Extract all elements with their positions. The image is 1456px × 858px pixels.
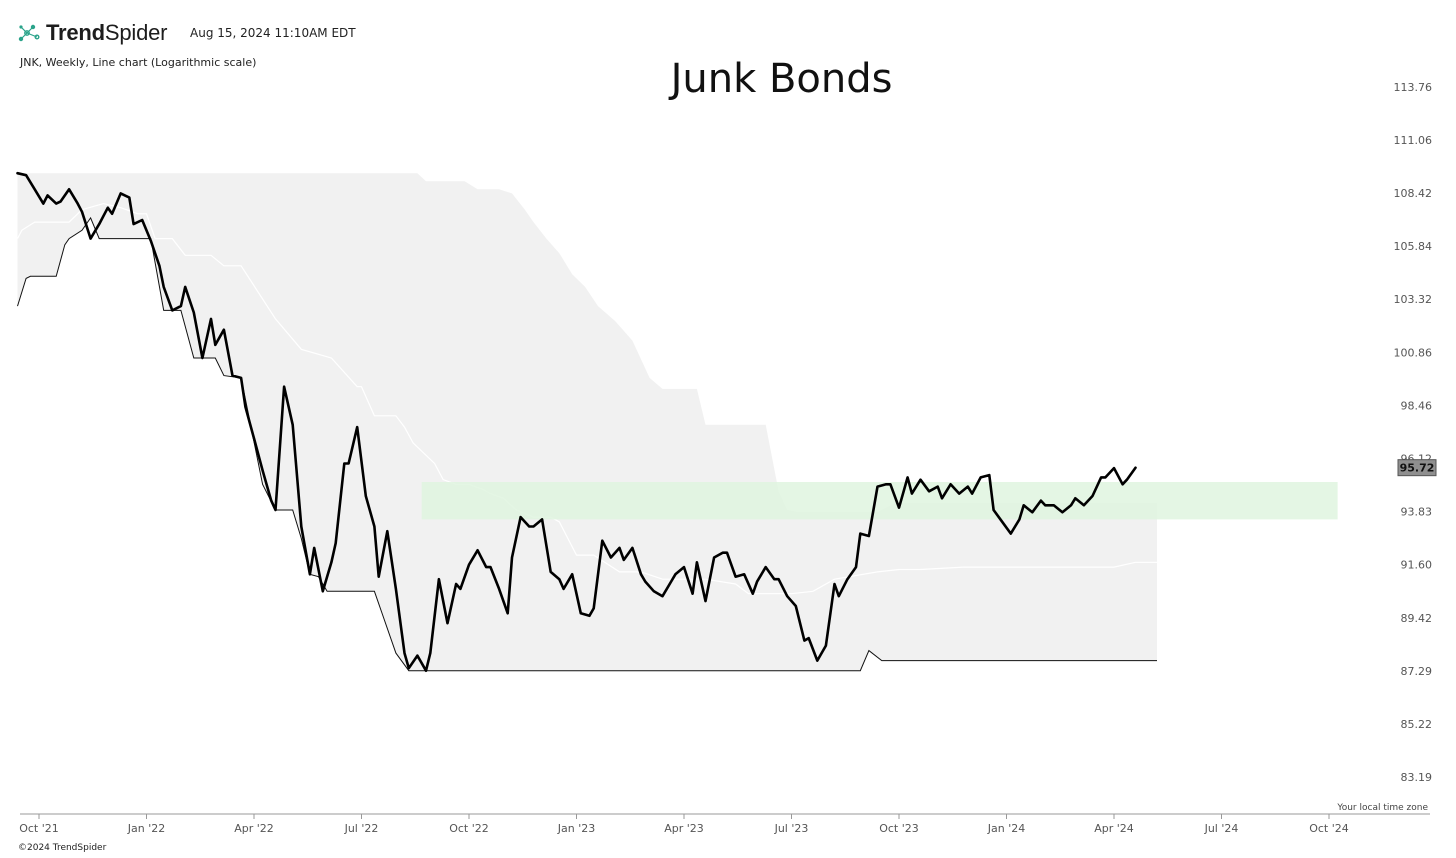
y-tick-label: 85.22 [1401,718,1433,731]
x-tick-label: Apr '23 [664,822,704,835]
y-tick-label: 91.60 [1401,559,1433,572]
x-tick-label: Apr '22 [234,822,274,835]
y-tick-label: 93.83 [1401,506,1433,519]
y-tick-label: 89.42 [1401,612,1433,625]
last-price-marker: 95.72 [1397,459,1437,477]
x-tick-label: Jul '24 [1204,822,1239,835]
timestamp: Aug 15, 2024 11:10AM EDT [190,26,356,40]
y-tick-label: 103.32 [1394,293,1433,306]
x-tick-label: Jul '23 [774,822,809,835]
ichimoku-cloud [16,173,1157,671]
price-lines [16,171,1157,673]
resistance-zone [421,482,1338,520]
resistance-zone-rect [421,482,1338,520]
y-tick-label: 105.84 [1394,240,1433,253]
last-price-box [1397,459,1437,477]
x-tick-label: Apr '24 [1094,822,1134,835]
y-tick-label: 100.86 [1394,346,1433,359]
x-tick-label: Oct '24 [1309,822,1349,835]
brand-name: TrendSpider [46,20,168,45]
x-tick-label: Jan '22 [127,822,165,835]
x-axis: Oct '21 Jan '22 Apr '22 Jul '22 Oct '22 Jan '… [19,813,1430,835]
x-tick-label: Oct '22 [449,822,489,835]
chart-subtitle: JNK, Weekly, Line chart (Logarithmic sca… [20,56,257,69]
cloud-area [17,173,1157,671]
x-tick-label: Oct '21 [19,822,59,835]
trendspider-logo-icon [18,24,40,42]
y-tick-label: 108.42 [1394,187,1433,200]
last-price-label: 95.72 [1400,462,1435,475]
y-tick-label: 87.29 [1401,665,1433,678]
x-tick-label: Jan '23 [557,822,595,835]
timezone-note[interactable]: Your local time zone [1337,803,1428,813]
brand-logo[interactable]: TrendSpider [17,20,168,46]
y-tick-label: 83.19 [1401,771,1433,784]
price-series-line [16,171,1137,673]
x-tick-label: Jan '24 [987,822,1025,835]
copyright: ©2024 TrendSpider [18,843,107,853]
x-tick-label: Oct '23 [879,822,919,835]
y-tick-label: 98.46 [1401,399,1433,412]
y-tick-label: 113.76 [1394,81,1433,94]
chart-title: Junk Bonds [670,56,893,102]
y-axis: 113.76 111.06 108.42 105.84 103.32 100.86 98.4… [1394,81,1433,784]
y-tick-label: 111.06 [1394,134,1433,147]
x-tick-label: Jul '22 [344,822,379,835]
